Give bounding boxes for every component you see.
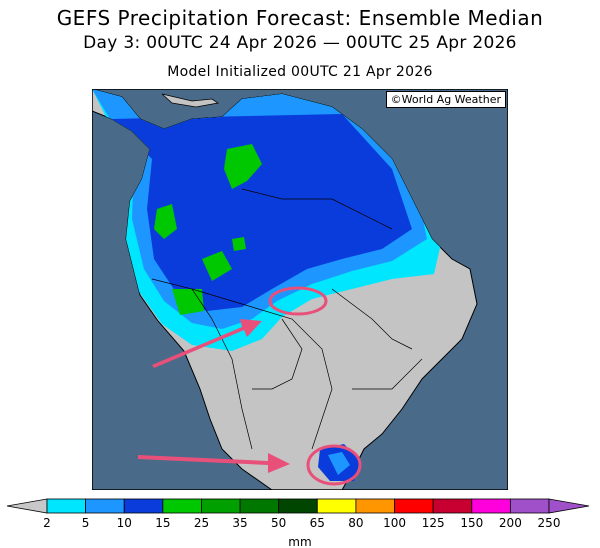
caribbean-islands: [161, 93, 220, 108]
colorbar-tick: 200: [499, 516, 522, 530]
colorbar-swatch: [46, 498, 87, 514]
annotation-arrows: [138, 319, 290, 473]
colorbar-swatch: [278, 498, 318, 514]
colorbar-under: [6, 498, 48, 514]
colorbar-tick: 50: [271, 516, 286, 530]
annotation-circle-north: [268, 286, 328, 316]
colorbar-tick: 35: [232, 516, 247, 530]
colorbar-tick: 100: [383, 516, 406, 530]
colorbar-swatch: [85, 498, 125, 514]
forecast-period: Day 3: 00UTC 24 Apr 2026 — 00UTC 25 Apr …: [83, 33, 517, 53]
colorbar-swatch: [394, 498, 434, 514]
precip-field: [92, 89, 442, 351]
precip-map: [92, 89, 508, 490]
colorbar: 2 5 10 15 25 35 50 65 80 100 125 150 200 250 mm: [6, 498, 590, 548]
colorbar-unit: mm: [288, 535, 311, 548]
colorbar-tick: 250: [538, 516, 561, 530]
colorbar-swatch: [355, 498, 395, 514]
credit-label: ©World Ag Weather: [385, 91, 506, 108]
colorbar-tick: 25: [194, 516, 209, 530]
colorbar-swatch: [471, 498, 511, 514]
colorbar-tick: 5: [82, 516, 90, 530]
colorbar-tick: 15: [155, 516, 170, 530]
colorbar-over: [548, 498, 590, 514]
colorbar-swatch: [123, 498, 164, 514]
colorbar-swatch: [509, 498, 550, 514]
arrow-north: [152, 319, 262, 368]
model-init: Model Initialized 00UTC 21 Apr 2026: [167, 64, 433, 80]
colorbar-tick: 2: [43, 516, 51, 530]
colorbar-tick: 125: [422, 516, 445, 530]
colorbar-tick: 150: [460, 516, 483, 530]
colorbar-swatch: [201, 498, 241, 514]
colorbar-swatch: [239, 498, 280, 514]
annotation-circle-south: [306, 444, 362, 486]
colorbar-swatch: [316, 498, 357, 514]
colorbar-swatch: [162, 498, 202, 514]
map-title: GEFS Precipitation Forecast: Ensemble Me…: [56, 6, 544, 30]
colorbar-tick: 65: [310, 516, 325, 530]
arrow-south: [138, 453, 290, 473]
colorbar-tick: 10: [117, 516, 132, 530]
colorbar-tick: 80: [348, 516, 363, 530]
annotations: [268, 286, 362, 486]
colorbar-swatch: [432, 498, 473, 514]
